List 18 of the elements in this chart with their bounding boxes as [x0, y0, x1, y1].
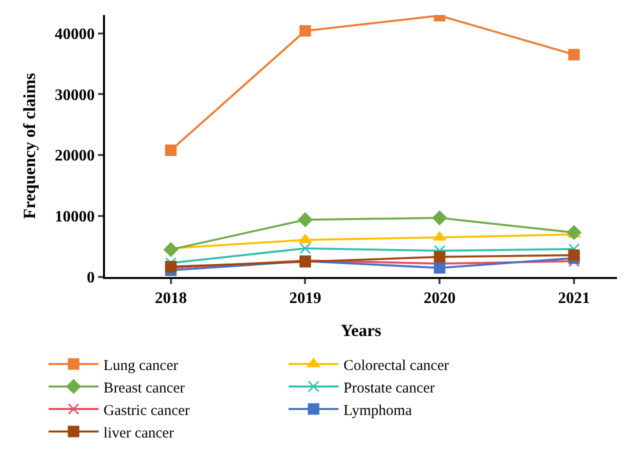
x-tick-label: 2020 [424, 290, 456, 308]
legend-label: Prostate cancer [344, 380, 435, 396]
y-tick-label: 10000 [54, 208, 95, 226]
legend-label: Lymphoma [344, 402, 412, 419]
x-tick-label: 2018 [154, 290, 187, 308]
x-tick-label: 2019 [289, 290, 322, 308]
legend-label: liver cancer [104, 425, 174, 442]
y-tick-label: 40000 [54, 26, 95, 43]
y-tick-label: 0 [86, 270, 95, 287]
y-tick-label: 30000 [54, 86, 95, 104]
y-axis-title: Frequency of claims [20, 72, 39, 220]
legend-label: Gastric cancer [104, 402, 190, 419]
x-tick-label: 2021 [558, 290, 590, 308]
y-tick-label: 20000 [54, 148, 95, 165]
legend-label: Breast cancer [104, 380, 185, 396]
x-axis-title: Years [340, 321, 382, 340]
legend-label: Colorectal cancer [344, 358, 449, 374]
legend-label: Lung cancer [104, 358, 178, 374]
